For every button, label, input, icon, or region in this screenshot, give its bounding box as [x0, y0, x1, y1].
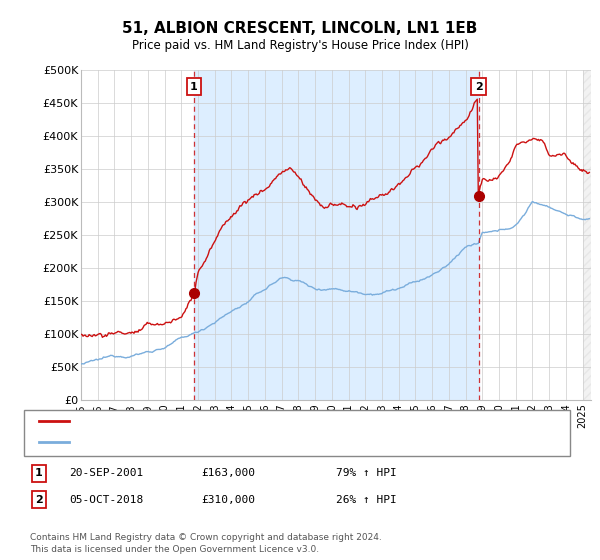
Text: Price paid vs. HM Land Registry's House Price Index (HPI): Price paid vs. HM Land Registry's House …	[131, 39, 469, 52]
Text: 2: 2	[35, 494, 43, 505]
Text: £163,000: £163,000	[201, 468, 255, 478]
Text: Contains HM Land Registry data © Crown copyright and database right 2024.
This d: Contains HM Land Registry data © Crown c…	[30, 533, 382, 554]
Text: 1: 1	[190, 82, 198, 91]
Text: 51, ALBION CRESCENT, LINCOLN, LN1 1EB (detached house): 51, ALBION CRESCENT, LINCOLN, LN1 1EB (d…	[75, 416, 413, 426]
Text: 1: 1	[35, 468, 43, 478]
Text: 20-SEP-2001: 20-SEP-2001	[69, 468, 143, 478]
Text: £310,000: £310,000	[201, 494, 255, 505]
Text: 2: 2	[475, 82, 482, 91]
Text: 26% ↑ HPI: 26% ↑ HPI	[336, 494, 397, 505]
Text: 51, ALBION CRESCENT, LINCOLN, LN1 1EB: 51, ALBION CRESCENT, LINCOLN, LN1 1EB	[122, 21, 478, 36]
Text: HPI: Average price, detached house, Lincoln: HPI: Average price, detached house, Linc…	[75, 437, 321, 447]
Bar	[583, 70, 591, 400]
Text: 05-OCT-2018: 05-OCT-2018	[69, 494, 143, 505]
Bar	[194, 70, 479, 400]
Text: 79% ↑ HPI: 79% ↑ HPI	[336, 468, 397, 478]
